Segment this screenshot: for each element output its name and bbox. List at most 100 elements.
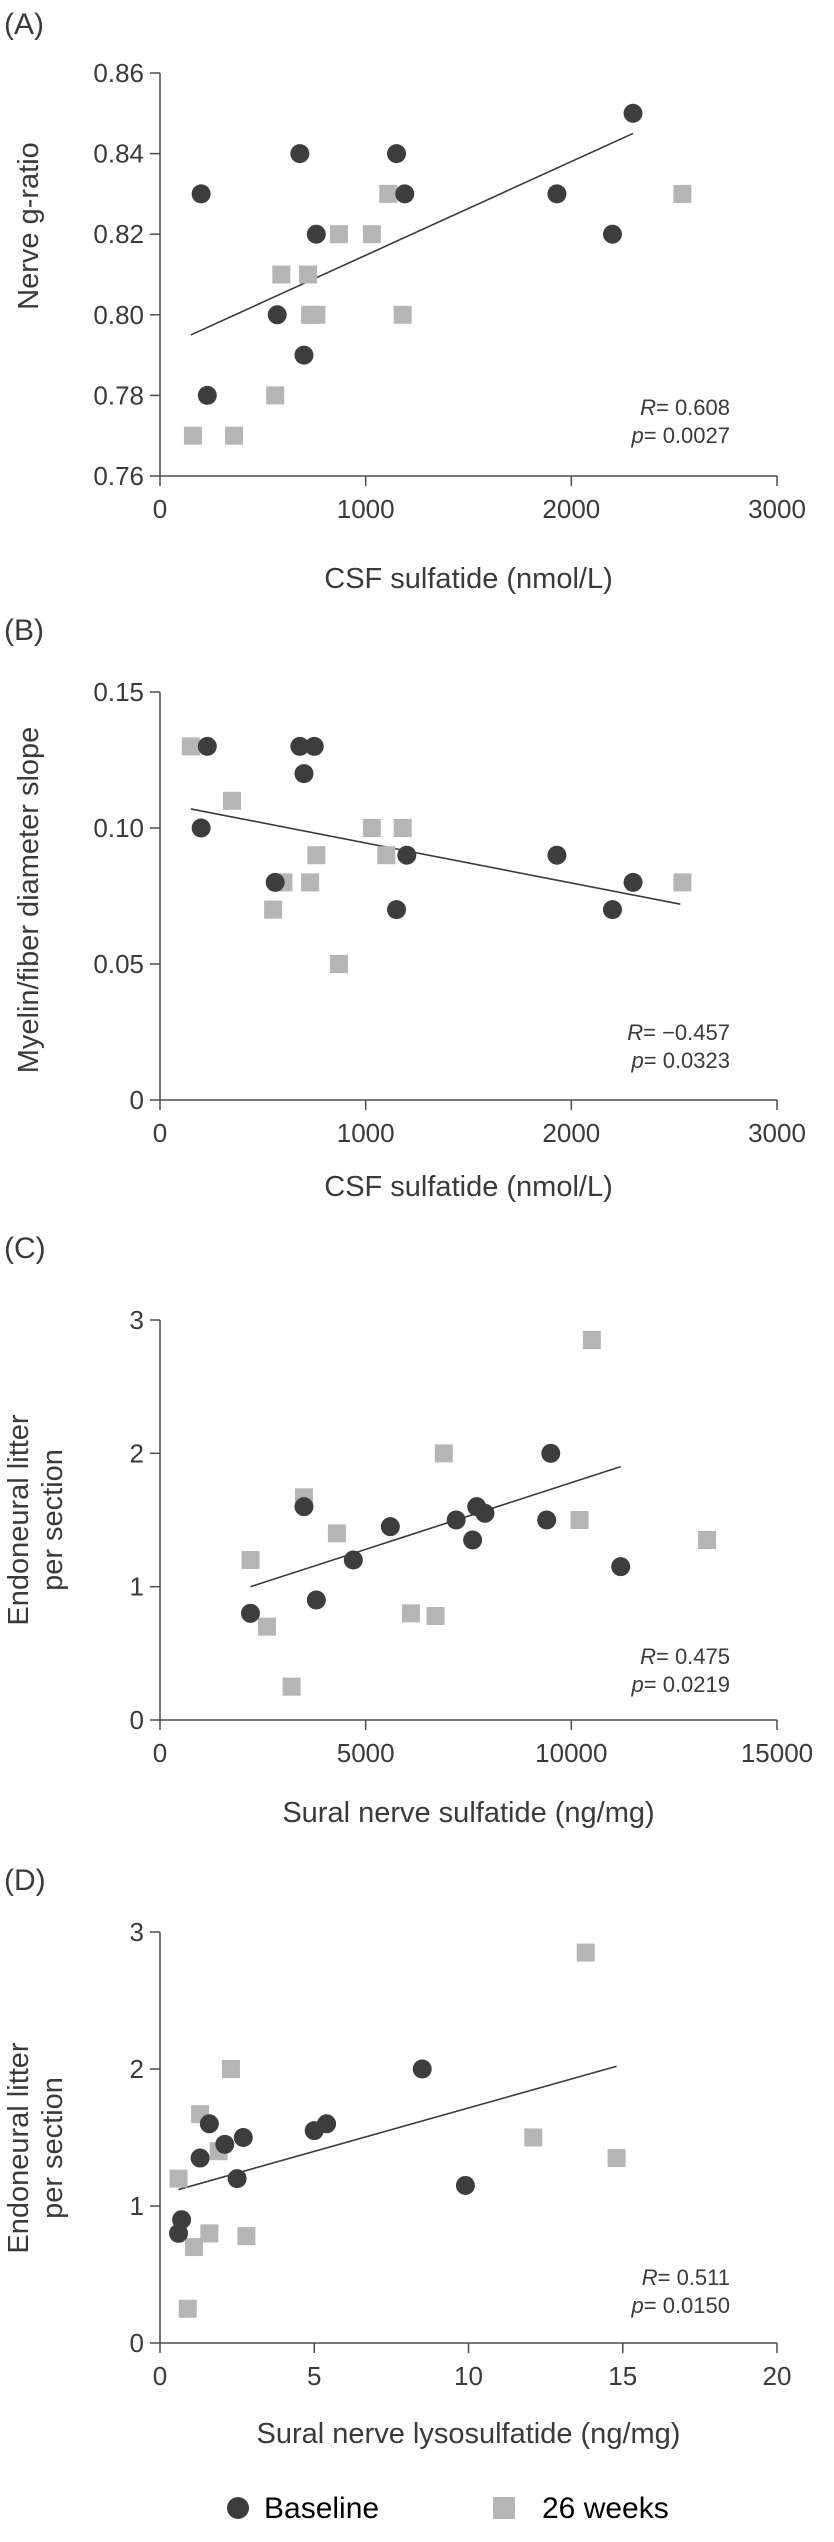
data-point-baseline — [395, 184, 415, 204]
data-point-baseline — [623, 872, 643, 892]
y-tick-label: 0.76 — [93, 461, 144, 491]
stats-p-symbol: p — [631, 423, 644, 448]
data-point-26weeks — [362, 819, 381, 837]
data-point-baseline — [463, 1530, 483, 1550]
x-axis-title: Sural nerve lysosulfatide (ng/mg) — [257, 2418, 681, 2450]
data-point-baseline — [306, 224, 326, 244]
y-tick-label: 0.86 — [93, 58, 144, 88]
data-point-26weeks — [524, 2128, 543, 2147]
data-point-26weeks — [673, 184, 692, 203]
data-point-26weeks — [426, 1607, 445, 1625]
legend: Baseline 26 weeks — [227, 2492, 669, 2525]
y-tick-label: 2 — [130, 1438, 144, 1468]
data-point-baseline — [343, 1550, 363, 1570]
x-tick-label: 3000 — [748, 1118, 806, 1148]
y-axis-title-line: Endoneural litter — [3, 1414, 35, 1626]
data-point-26weeks — [299, 265, 318, 284]
data-point-26weeks — [698, 1531, 717, 1549]
data-point-baseline — [412, 2059, 432, 2079]
data-point-baseline — [537, 1510, 557, 1530]
x-tick-label: 5000 — [337, 1738, 395, 1768]
panel-label: (A) — [4, 8, 44, 41]
y-axis-title: Myelin/fiber diameter slope — [13, 727, 45, 1074]
x-tick-label: 1000 — [337, 1118, 395, 1148]
y-tick-label: 0.82 — [93, 219, 144, 249]
data-point-baseline — [290, 736, 310, 756]
data-point-26weeks — [377, 846, 396, 865]
data-point-26weeks — [169, 2169, 188, 2188]
data-point-baseline — [197, 385, 217, 405]
panel-b: (B) 0 0.05 0.10 0.15 0 1000 2000 3000 CSF sulfati… — [4, 614, 806, 1203]
y-axis-title-line: Endoneural litter — [3, 2042, 35, 2254]
data-point-26weeks — [266, 386, 285, 405]
y-tick-label: 0.15 — [93, 677, 144, 707]
regression-line — [250, 1465, 621, 1588]
data-point-baseline — [190, 2148, 210, 2168]
data-point-baseline — [387, 900, 407, 920]
data-point-26weeks — [183, 426, 202, 445]
y-axis-title-line: per section — [37, 2077, 69, 2219]
legend-26weeks-marker — [493, 2497, 515, 2519]
data-point-26weeks — [200, 2224, 219, 2243]
data-point-26weeks — [434, 1444, 453, 1463]
regression-line — [190, 132, 634, 336]
data-point-baseline — [267, 305, 287, 325]
x-tick-label: 1000 — [337, 494, 395, 524]
data-point-26weeks — [393, 305, 412, 324]
y-axis-title-line: Nerve g-ratio — [13, 142, 45, 310]
data-point-26weeks — [307, 846, 326, 865]
data-point-baseline — [191, 818, 211, 838]
data-point-26weeks — [237, 2227, 256, 2246]
y-tick-label: 0 — [130, 2328, 144, 2358]
data-point-baseline — [623, 103, 643, 123]
stats-p-value: = 0.0027 — [644, 423, 730, 448]
data-point-26weeks — [225, 426, 244, 445]
data-point-baseline — [455, 2175, 475, 2195]
data-point-baseline — [602, 900, 622, 920]
data-point-baseline — [199, 2114, 219, 2134]
y-axis-title-line: per section — [37, 1449, 69, 1591]
data-point-26weeks — [222, 791, 241, 810]
data-point-baseline — [475, 1503, 495, 1523]
x-tick-label: 15 — [608, 2361, 637, 2391]
y-tick-label: 0.05 — [93, 949, 144, 979]
panel-d: (D) 0 1 2 3 0 5 10 15 20 Sural nerve lysosulfatide… — [3, 1864, 791, 2450]
data-point-baseline — [397, 845, 417, 865]
data-point-26weeks — [576, 1943, 595, 1962]
x-tick-label: 10000 — [535, 1738, 607, 1768]
stats-r-symbol: R — [627, 1020, 643, 1045]
y-axis-title-line: Myelin/fiber diameter slope — [13, 727, 45, 1074]
x-axis-title: CSF sulfatide (nmol/L) — [324, 563, 613, 595]
y-tick-label: 2 — [130, 2054, 144, 2084]
data-point-26weeks — [570, 1511, 589, 1529]
data-point-26weeks — [401, 1604, 420, 1623]
data-point-baseline — [611, 1557, 631, 1577]
data-point-baseline — [191, 184, 211, 204]
data-point-26weeks — [607, 2149, 626, 2168]
x-tick-label: 0 — [153, 1118, 167, 1148]
stats-r: R= 0.475 — [640, 1644, 730, 1669]
y-tick-label: 1 — [130, 1572, 144, 1602]
regression-line — [178, 2065, 617, 2191]
data-point-baseline — [380, 1517, 400, 1537]
x-axis-title: Sural nerve sulfatide (ng/mg) — [282, 1797, 654, 1829]
y-tick-label: 1 — [130, 2191, 144, 2221]
data-point-baseline — [306, 1590, 326, 1610]
legend-26weeks-label: 26 weeks — [542, 2492, 669, 2525]
x-axis-title: CSF sulfatide (nmol/L) — [324, 1171, 613, 1203]
data-point-26weeks — [257, 1617, 276, 1636]
data-point-baseline — [541, 1443, 561, 1463]
y-tick-label: 0.80 — [93, 300, 144, 330]
x-tick-label: 2000 — [542, 1118, 600, 1148]
stats-p-symbol: p — [631, 1672, 644, 1697]
y-axis-title: Nerve g-ratio — [13, 142, 45, 310]
y-tick-label: 3 — [130, 1305, 144, 1335]
stats-p-value: = 0.0150 — [644, 2293, 730, 2318]
stats-p-symbol: p — [631, 1048, 644, 1073]
legend-baseline-marker — [227, 2497, 249, 2519]
data-point-26weeks — [221, 2060, 240, 2078]
data-point-baseline — [317, 2114, 337, 2134]
panel-label: (C) — [4, 1232, 46, 1265]
stats-r-symbol: R — [640, 395, 656, 420]
